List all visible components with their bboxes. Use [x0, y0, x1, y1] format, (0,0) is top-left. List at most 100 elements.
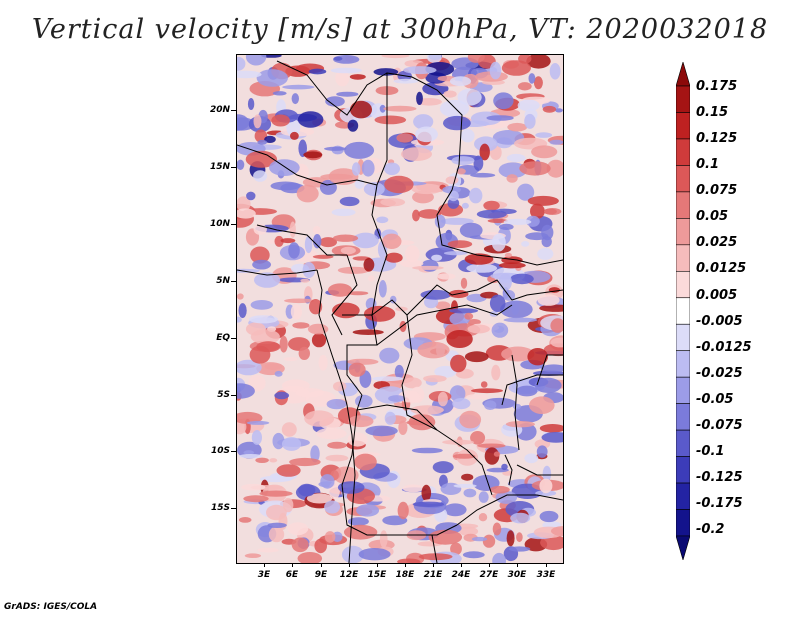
field-blob	[253, 170, 268, 182]
field-blob	[397, 501, 409, 520]
lon-label-21e: 21E	[423, 570, 443, 580]
field-blob	[361, 159, 375, 177]
lake-outline	[536, 354, 563, 386]
field-blob	[384, 162, 400, 176]
lon-label-18e: 18E	[395, 570, 415, 580]
colorbar	[676, 62, 690, 560]
field-blob	[254, 129, 268, 143]
field-blob	[449, 308, 479, 314]
field-blob	[495, 490, 518, 504]
field-blob	[335, 69, 350, 87]
field-blob	[539, 510, 559, 523]
field-blob	[287, 522, 309, 536]
field-blob	[525, 232, 549, 241]
field-blob	[442, 439, 475, 445]
field-blob	[502, 470, 513, 476]
field-blob	[540, 364, 563, 373]
field-blob	[398, 420, 408, 436]
field-blob	[503, 317, 538, 323]
colorbar-label: 0.175	[696, 79, 738, 94]
field-blob	[354, 453, 377, 471]
field-blob	[290, 131, 299, 140]
field-blob	[449, 385, 466, 402]
field-blob	[304, 410, 335, 427]
field-blob	[270, 181, 301, 191]
field-blob	[381, 55, 410, 59]
field-blob	[498, 162, 527, 178]
field-blob	[534, 377, 562, 393]
lon-label-30e: 30E	[507, 570, 527, 580]
field-blob	[243, 450, 255, 455]
field-blob	[463, 488, 477, 498]
field-blob	[535, 132, 553, 138]
field-blob	[505, 421, 535, 428]
field-blob	[412, 209, 420, 222]
field-blob	[325, 96, 345, 107]
field-blob	[462, 551, 485, 559]
field-blob	[283, 497, 294, 513]
lat-label-eq: EQ	[216, 333, 230, 343]
lon-tick	[489, 563, 490, 567]
field-blob	[500, 300, 533, 319]
field-blob	[541, 236, 552, 248]
field-blob	[517, 99, 540, 112]
lat-label-15n: 15N	[209, 162, 230, 172]
field-blob	[527, 195, 559, 206]
field-blob	[384, 175, 414, 194]
field-blob	[528, 73, 536, 84]
lat-label-5n: 5N	[216, 276, 230, 286]
lon-tick	[264, 563, 265, 567]
field-blob	[337, 481, 365, 494]
field-blob	[531, 145, 558, 159]
colorbar-label: 0.025	[696, 235, 738, 250]
field-blob	[248, 315, 278, 324]
field-blob	[324, 531, 336, 543]
field-blob	[550, 337, 563, 348]
field-blob	[533, 76, 543, 90]
field-blob	[280, 238, 296, 244]
field-blob	[268, 526, 285, 543]
colorbar-segment	[676, 270, 690, 299]
field-blob	[379, 104, 386, 113]
field-blob	[516, 385, 538, 397]
coastline	[316, 269, 356, 563]
field-blob	[445, 176, 459, 185]
field-blob	[316, 428, 347, 440]
colorbar-label: 0.075	[696, 183, 738, 198]
country-border	[342, 314, 378, 396]
field-blob	[510, 512, 531, 524]
field-blob	[517, 82, 532, 91]
field-blob	[290, 304, 302, 320]
field-blob	[498, 273, 512, 291]
field-blob	[434, 365, 457, 378]
field-blob	[237, 383, 255, 399]
country-border	[516, 464, 563, 476]
lat-label-10n: 10N	[209, 219, 230, 229]
field-blob	[471, 536, 488, 542]
field-blob	[289, 221, 296, 238]
field-blob	[443, 90, 457, 98]
field-blob	[379, 530, 388, 548]
lat-label-10s: 10S	[210, 446, 230, 456]
colorbar-label: 0.125	[696, 131, 738, 146]
field-blob	[238, 454, 263, 459]
field-blob	[250, 246, 270, 264]
lat-tick	[231, 338, 236, 339]
colorbar-segment	[676, 350, 690, 378]
lat-label-20n: 20N	[209, 105, 230, 115]
field-blob	[524, 113, 536, 129]
field-blob	[519, 161, 551, 176]
field-blob	[351, 162, 361, 176]
footer-credit: GrADS: IGES/COLA	[4, 602, 98, 612]
country-border	[371, 184, 563, 317]
field-blob	[477, 443, 506, 449]
field-blob	[291, 93, 299, 105]
field-blob	[282, 84, 315, 90]
field-blob	[333, 466, 359, 484]
colorbar-segment	[676, 323, 690, 352]
field-blob	[550, 318, 563, 333]
field-blob	[470, 111, 502, 126]
country-border	[401, 314, 493, 496]
lake-outline	[511, 354, 520, 451]
field-blob	[457, 88, 482, 106]
